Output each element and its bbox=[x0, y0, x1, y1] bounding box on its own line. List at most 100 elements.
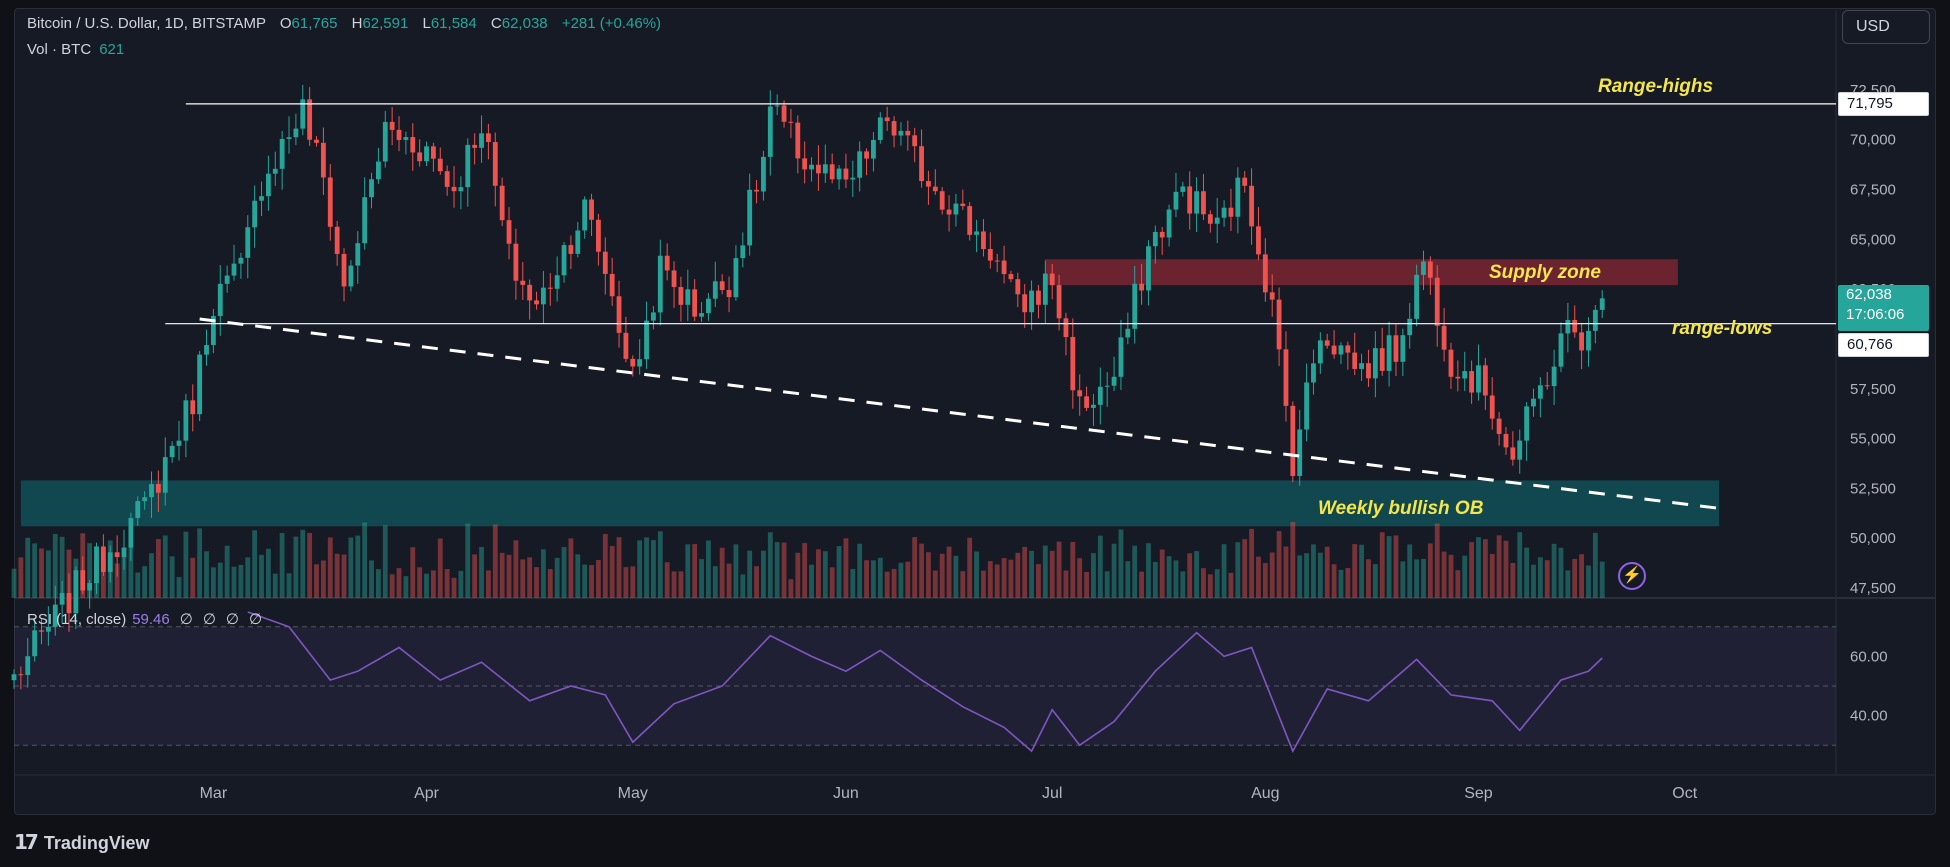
candle bbox=[334, 226, 340, 254]
candle bbox=[417, 152, 423, 162]
volume-bar bbox=[1249, 528, 1254, 598]
volume-bar bbox=[272, 573, 278, 598]
candle bbox=[541, 287, 546, 305]
candle bbox=[1152, 231, 1158, 247]
candle bbox=[1414, 274, 1420, 319]
volume-legend[interactable]: Vol · BTC 621 bbox=[27, 41, 124, 58]
volume-bar bbox=[912, 537, 918, 598]
candle bbox=[128, 518, 134, 548]
volume-bar bbox=[981, 570, 986, 598]
volume-bar bbox=[1366, 559, 1371, 598]
currency-button[interactable]: USD bbox=[1842, 10, 1930, 44]
lightning-icon[interactable]: ⚡ bbox=[1618, 562, 1646, 590]
candle bbox=[506, 220, 512, 244]
candle bbox=[781, 105, 787, 122]
volume-bar bbox=[492, 524, 498, 598]
candle bbox=[1510, 447, 1516, 460]
volume-bar bbox=[1180, 571, 1186, 598]
volume-bar bbox=[719, 547, 725, 598]
candle bbox=[1029, 290, 1034, 313]
volume-bar bbox=[747, 550, 753, 598]
candle bbox=[314, 139, 319, 143]
volume-bar bbox=[554, 557, 560, 598]
volume-bar bbox=[430, 570, 436, 598]
volume-bar bbox=[1146, 543, 1151, 598]
rsi-legend[interactable]: RSI (14, close) 59.46 ∅ ∅ ∅ ∅ bbox=[27, 610, 262, 628]
volume-bar bbox=[451, 577, 457, 598]
candle bbox=[210, 316, 216, 345]
candle bbox=[80, 570, 86, 591]
candle bbox=[1049, 273, 1055, 286]
candle bbox=[1441, 325, 1447, 350]
volume-bar bbox=[458, 570, 464, 598]
tradingview-logo[interactable]: 17 TradingView bbox=[14, 830, 150, 854]
volume-bar bbox=[788, 579, 794, 598]
volume-bar bbox=[822, 551, 828, 598]
volume-bar bbox=[279, 533, 285, 598]
volume-bar bbox=[293, 536, 299, 598]
candle bbox=[1084, 396, 1089, 408]
volume-bar bbox=[850, 568, 856, 598]
volume-bar bbox=[149, 553, 154, 598]
volume-bar bbox=[1056, 541, 1062, 598]
candle bbox=[733, 258, 739, 298]
rsi-line bbox=[247, 611, 1603, 753]
candle bbox=[1256, 226, 1261, 255]
volume-bar bbox=[396, 568, 402, 598]
candle bbox=[1317, 340, 1323, 364]
volume-bar bbox=[1517, 532, 1523, 598]
candle bbox=[1379, 348, 1385, 371]
candle bbox=[1187, 186, 1193, 214]
candle bbox=[575, 230, 581, 254]
volume-bar bbox=[898, 562, 904, 598]
volume-bar bbox=[1029, 550, 1034, 598]
candle bbox=[774, 105, 780, 107]
volume-bar bbox=[960, 571, 966, 598]
volume-bar bbox=[1482, 539, 1488, 598]
candle bbox=[1448, 349, 1454, 377]
volume-bar bbox=[362, 522, 368, 598]
candle bbox=[932, 186, 938, 192]
volume-bar bbox=[355, 535, 361, 598]
volume-bar bbox=[1084, 572, 1089, 598]
candle bbox=[1056, 285, 1062, 319]
candle bbox=[1421, 261, 1426, 275]
candle bbox=[272, 168, 278, 174]
volume-bar bbox=[1015, 552, 1021, 598]
candle bbox=[747, 189, 753, 246]
volume-bar bbox=[589, 565, 594, 598]
volume-bar bbox=[506, 554, 512, 598]
volume-bar bbox=[871, 560, 876, 598]
candle bbox=[1586, 330, 1591, 351]
candle bbox=[1111, 376, 1117, 386]
candle bbox=[912, 135, 918, 147]
candle bbox=[492, 142, 498, 186]
candle bbox=[286, 137, 292, 139]
candle bbox=[1427, 261, 1433, 278]
volume-bar bbox=[877, 557, 883, 598]
candle bbox=[822, 164, 828, 174]
candle bbox=[1366, 363, 1371, 379]
candle bbox=[66, 593, 72, 614]
candle bbox=[802, 158, 808, 170]
volume-bar bbox=[1414, 559, 1420, 598]
volume-bar bbox=[327, 537, 333, 598]
volume-bar bbox=[816, 549, 821, 598]
volume-bar bbox=[547, 569, 553, 598]
candle bbox=[1139, 283, 1144, 291]
candle bbox=[547, 287, 553, 289]
candle bbox=[320, 142, 326, 178]
volume-bar bbox=[1421, 558, 1426, 598]
volume-bar bbox=[403, 576, 409, 598]
volume-bar bbox=[375, 569, 381, 598]
candle bbox=[100, 546, 106, 572]
volume-bar bbox=[637, 540, 643, 598]
volume-bar bbox=[1118, 529, 1124, 598]
volume-bar bbox=[1207, 574, 1213, 598]
volume-bar bbox=[1338, 569, 1344, 598]
volume-bar bbox=[602, 534, 608, 598]
volume-bar bbox=[623, 567, 629, 598]
candle bbox=[692, 289, 698, 317]
volume-bar bbox=[926, 552, 931, 598]
